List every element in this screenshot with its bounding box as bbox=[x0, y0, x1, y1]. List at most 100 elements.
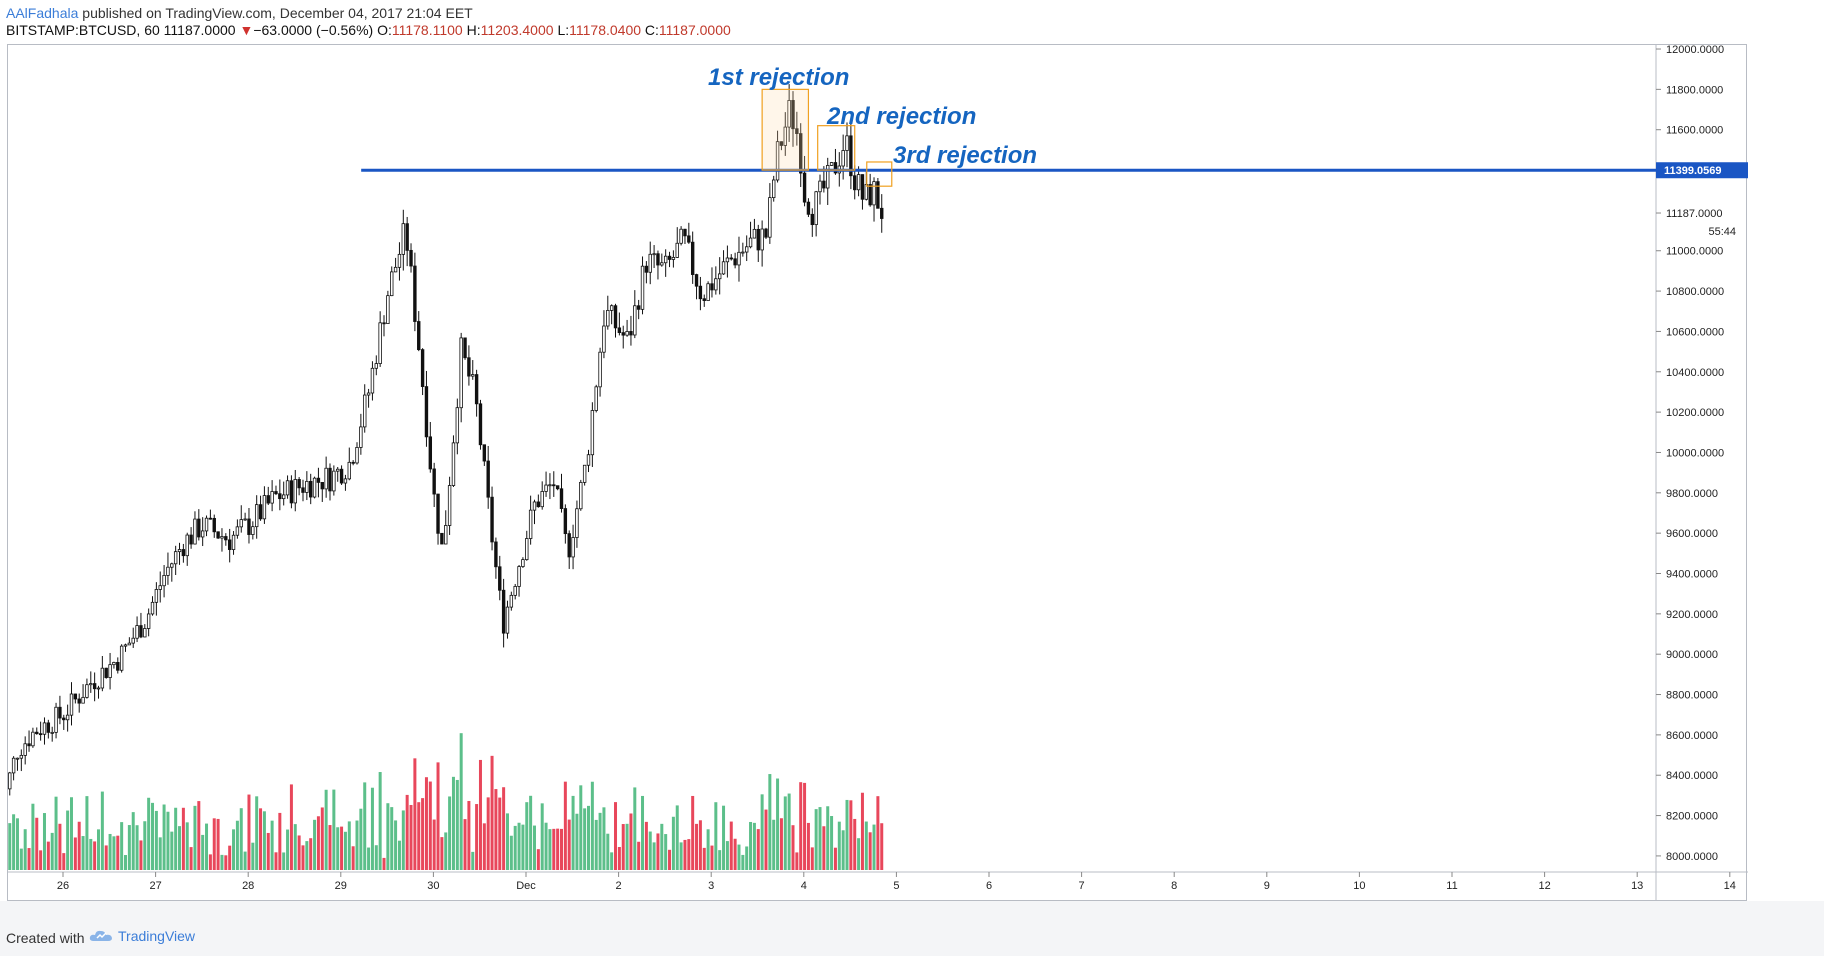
volume-bar-down bbox=[644, 821, 648, 870]
rejection-box-3 bbox=[866, 161, 893, 187]
tradingview-link[interactable]: TradingView bbox=[88, 928, 195, 944]
candle-up bbox=[254, 504, 259, 528]
volume-bar-down bbox=[756, 829, 760, 870]
volume-bar-up bbox=[81, 836, 85, 870]
volume-bar-up bbox=[154, 810, 158, 870]
x-tick-label: 29 bbox=[335, 880, 347, 892]
author-link[interactable]: AAlFadhala bbox=[6, 5, 79, 21]
volume-bar-down bbox=[104, 845, 108, 870]
candle-up bbox=[532, 501, 537, 511]
open-label: O: bbox=[377, 22, 392, 38]
volume-bar-down bbox=[880, 823, 884, 870]
x-tick-label: 9 bbox=[1264, 880, 1270, 892]
volume-bar-down bbox=[421, 798, 425, 870]
volume-bar-up bbox=[220, 854, 224, 870]
candle-down bbox=[702, 298, 706, 301]
volume-bar-down bbox=[695, 823, 699, 870]
candle-up bbox=[281, 494, 286, 500]
candle-up bbox=[343, 478, 348, 484]
volume-bar-up bbox=[42, 813, 46, 870]
volume-bar-up bbox=[641, 795, 645, 870]
volume-bar-up bbox=[768, 774, 772, 870]
candle-down bbox=[795, 128, 799, 134]
y-tick-label: 8000.0000 bbox=[1666, 851, 1718, 863]
volume-bar-down bbox=[208, 854, 212, 870]
candle-up bbox=[100, 667, 105, 689]
candle-up bbox=[19, 754, 24, 759]
candle-down bbox=[644, 265, 649, 273]
candle-up bbox=[193, 518, 197, 545]
volume-bar-down bbox=[656, 833, 660, 870]
candle-up bbox=[370, 367, 375, 394]
candle-up bbox=[586, 454, 591, 466]
candle-down bbox=[833, 162, 838, 174]
y-tick-label: 9400.0000 bbox=[1666, 569, 1718, 581]
candle-down bbox=[316, 477, 321, 483]
volume-bar-down bbox=[486, 797, 490, 870]
candle-down bbox=[849, 135, 853, 177]
volume-bar-down bbox=[436, 762, 440, 870]
y-tick-label: 8400.0000 bbox=[1666, 770, 1718, 782]
volume-bar-up bbox=[725, 841, 729, 870]
x-tick-label: 6 bbox=[986, 880, 992, 892]
candle-up bbox=[451, 442, 456, 486]
volume-bar-down bbox=[559, 828, 563, 870]
candle-down bbox=[35, 731, 39, 735]
candle-up bbox=[200, 530, 205, 538]
volume-bar-down bbox=[490, 755, 494, 870]
volume-bar-up bbox=[305, 841, 309, 870]
volume-bar-down bbox=[58, 823, 62, 870]
candle-up bbox=[737, 251, 741, 266]
candle-up bbox=[752, 228, 757, 239]
candle-up bbox=[162, 575, 166, 587]
volume-bar-up bbox=[718, 850, 722, 870]
volume-bar-down bbox=[779, 818, 783, 870]
candle-down bbox=[77, 698, 81, 704]
candle-up bbox=[96, 687, 101, 690]
open-value: 11178.1100 bbox=[391, 22, 463, 38]
volume-bar-down bbox=[181, 807, 185, 870]
y-tick-label: 10800.0000 bbox=[1666, 286, 1724, 298]
volume-bar-down bbox=[806, 822, 810, 870]
candle-down bbox=[501, 589, 506, 634]
candle-up bbox=[220, 536, 224, 539]
volume-bar-up bbox=[363, 782, 367, 870]
volume-bar-down bbox=[247, 794, 251, 870]
volume-bar-down bbox=[556, 828, 560, 870]
chart-pane[interactable]: 12000.000011800.000011600.000011400.0000… bbox=[7, 44, 1748, 902]
volume-bar-up bbox=[776, 778, 780, 870]
candle-down bbox=[289, 480, 294, 504]
candle-up bbox=[336, 468, 340, 472]
volume-bar-up bbox=[69, 797, 73, 870]
close-value: 11187.0000 bbox=[658, 22, 731, 38]
volume-bar-up bbox=[370, 787, 374, 870]
volume-bar-down bbox=[803, 782, 807, 870]
volume-bar-up bbox=[12, 814, 16, 870]
candle-down bbox=[224, 536, 228, 541]
volume-bar-down bbox=[621, 824, 625, 870]
volume-bar-up bbox=[374, 845, 378, 870]
volume-bar-up bbox=[517, 822, 521, 870]
volume-bar-up bbox=[587, 805, 591, 870]
candle-down bbox=[613, 305, 618, 329]
candle-up bbox=[660, 262, 664, 266]
volume-bar-down bbox=[228, 845, 232, 870]
volume-bar-down bbox=[259, 808, 263, 870]
candle-up bbox=[652, 253, 656, 256]
candle-down bbox=[104, 667, 108, 678]
candle-up bbox=[89, 683, 93, 686]
y-tick-label: 8800.0000 bbox=[1666, 690, 1718, 702]
volume-bar-down bbox=[35, 817, 39, 870]
candle-up bbox=[714, 278, 718, 291]
price-chart[interactable]: 12000.000011800.000011600.000011400.0000… bbox=[8, 45, 1748, 902]
candle-up bbox=[513, 586, 517, 596]
volume-bar-up bbox=[625, 823, 629, 870]
volume-bar-up bbox=[251, 842, 255, 870]
volume-bar-up bbox=[741, 854, 745, 870]
x-tick-label: Dec bbox=[516, 880, 536, 892]
volume-bar-up bbox=[397, 840, 401, 870]
volume-bar-down bbox=[73, 837, 77, 870]
candle-up bbox=[528, 509, 533, 539]
candle-down bbox=[868, 184, 872, 206]
y-tick-label: 10200.0000 bbox=[1666, 407, 1724, 419]
